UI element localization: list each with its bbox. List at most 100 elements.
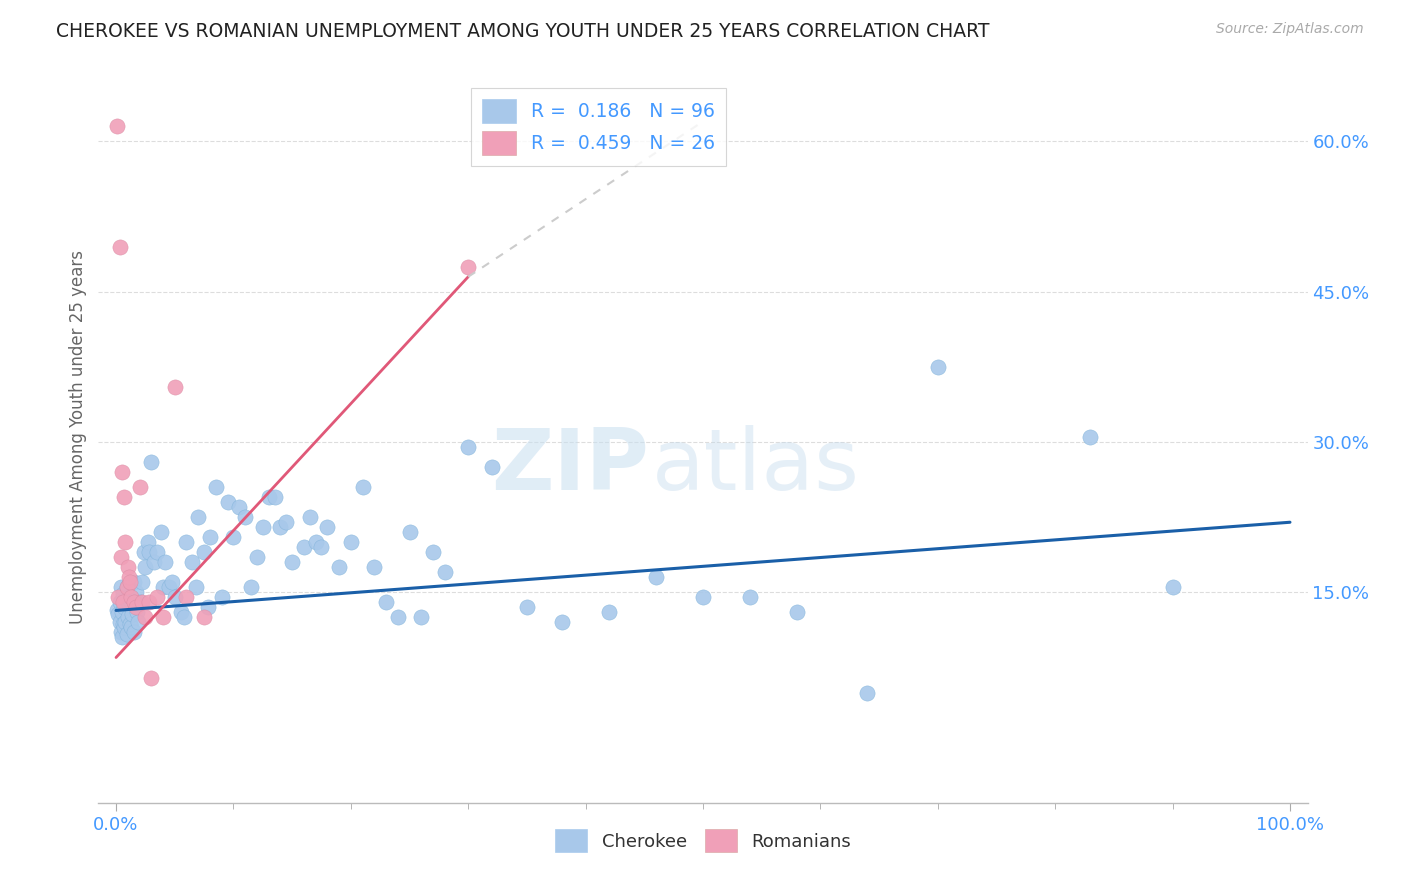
Point: [193, 545, 215, 559]
Legend: Cherokee, Romanians: Cherokee, Romanians: [547, 822, 859, 860]
Point: [141, 671, 163, 685]
Point: [124, 595, 146, 609]
Point: [134, 545, 156, 559]
Point: [311, 541, 333, 555]
Point: [363, 560, 385, 574]
Point: [276, 515, 298, 529]
Point: [197, 600, 219, 615]
Point: [120, 591, 142, 605]
Point: [433, 566, 456, 580]
Point: [141, 455, 163, 469]
Point: [138, 595, 160, 609]
Point: [117, 610, 139, 624]
Point: [131, 595, 153, 609]
Point: [112, 617, 135, 632]
Point: [233, 510, 256, 524]
Point: [398, 525, 420, 540]
Point: [645, 570, 668, 584]
Point: [114, 595, 136, 609]
Text: CHEROKEE VS ROMANIAN UNEMPLOYMENT AMONG YOUTH UNDER 25 YEARS CORRELATION CHART: CHEROKEE VS ROMANIAN UNEMPLOYMENT AMONG …: [56, 22, 990, 41]
Point: [112, 587, 135, 601]
Point: [163, 380, 186, 394]
Point: [149, 525, 172, 540]
Point: [118, 570, 141, 584]
Point: [136, 535, 159, 549]
Text: ZIP: ZIP: [491, 425, 648, 508]
Point: [112, 595, 135, 609]
Point: [228, 500, 250, 515]
Point: [125, 600, 148, 615]
Point: [198, 530, 221, 544]
Point: [112, 490, 135, 504]
Point: [856, 685, 879, 699]
Point: [246, 550, 269, 565]
Point: [738, 591, 761, 605]
Point: [222, 530, 245, 544]
Point: [204, 480, 226, 494]
Point: [120, 620, 142, 634]
Point: [422, 545, 444, 559]
Point: [240, 580, 263, 594]
Point: [107, 607, 129, 622]
Point: [125, 585, 148, 599]
Point: [138, 545, 160, 559]
Point: [352, 480, 374, 494]
Point: [163, 591, 186, 605]
Point: [298, 510, 321, 524]
Point: [181, 555, 204, 569]
Point: [146, 591, 169, 605]
Point: [193, 610, 215, 624]
Point: [551, 615, 574, 630]
Point: [263, 490, 285, 504]
Point: [387, 610, 409, 624]
Point: [118, 598, 141, 612]
Point: [115, 627, 138, 641]
Point: [110, 550, 132, 565]
Point: [117, 560, 139, 574]
Point: [105, 603, 128, 617]
Point: [122, 575, 145, 590]
Point: [169, 606, 191, 620]
Point: [252, 520, 274, 534]
Point: [152, 580, 174, 594]
Point: [304, 535, 326, 549]
Point: [176, 535, 198, 549]
Point: [112, 620, 135, 634]
Point: [211, 591, 233, 605]
Point: [927, 359, 949, 374]
Point: [257, 490, 280, 504]
Point: [114, 535, 136, 549]
Point: [108, 615, 131, 630]
Point: [516, 600, 538, 615]
Point: [110, 580, 132, 594]
Point: [120, 617, 142, 632]
Point: [598, 606, 620, 620]
Point: [120, 575, 142, 590]
Point: [152, 610, 174, 624]
Point: [281, 555, 304, 569]
Point: [121, 607, 143, 622]
Point: [457, 260, 479, 274]
Point: [114, 615, 136, 630]
Point: [120, 593, 142, 607]
Point: [111, 606, 134, 620]
Point: [127, 606, 149, 620]
Point: [111, 465, 134, 479]
Point: [155, 555, 177, 569]
Point: [292, 541, 315, 555]
Point: [316, 520, 339, 534]
Point: [115, 580, 138, 594]
Text: atlas: atlas: [652, 425, 860, 508]
Point: [1080, 430, 1102, 444]
Point: [131, 575, 153, 590]
Point: [108, 595, 131, 609]
Point: [457, 440, 479, 454]
Point: [157, 580, 180, 594]
Point: [127, 615, 149, 630]
Point: [115, 580, 138, 594]
Point: [112, 600, 135, 615]
Point: [173, 610, 195, 624]
Point: [375, 595, 398, 609]
Text: Source: ZipAtlas.com: Source: ZipAtlas.com: [1216, 22, 1364, 37]
Point: [128, 595, 150, 609]
